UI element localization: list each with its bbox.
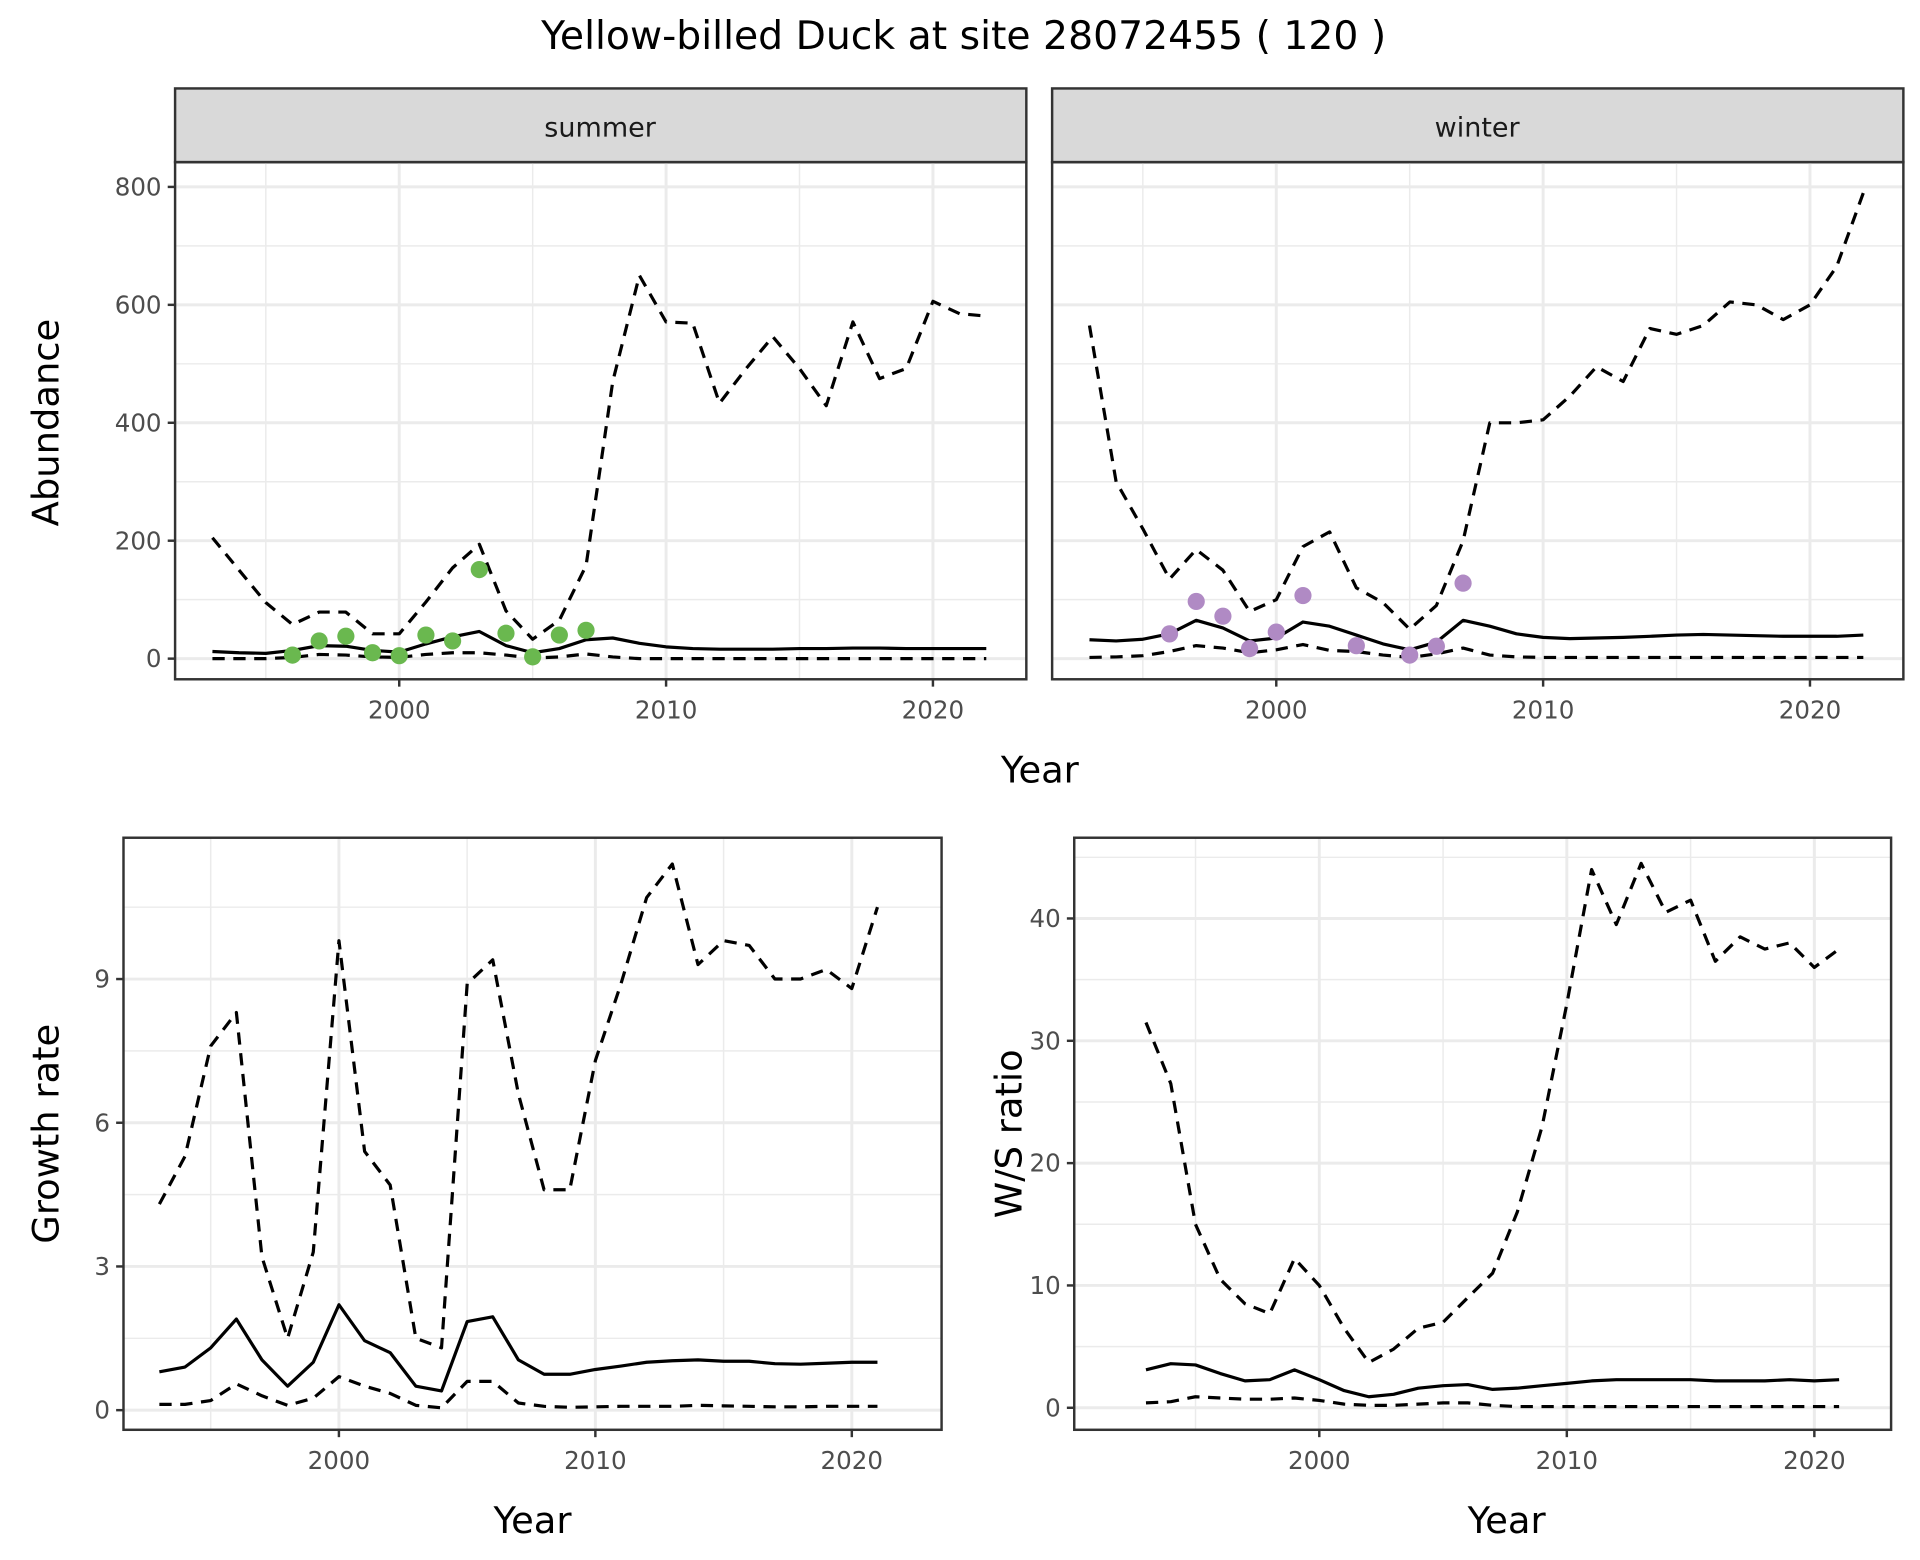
data-point bbox=[337, 627, 355, 645]
panel-growth: 2000 2010 2020 0 3 6 9 bbox=[94, 836, 943, 1475]
panel-border bbox=[173, 160, 1028, 681]
y-tick-label: 20 bbox=[1029, 1149, 1060, 1178]
x-tick-label: 2020 bbox=[902, 696, 964, 725]
x-tick-label: 2010 bbox=[564, 1446, 626, 1475]
data-point bbox=[417, 626, 435, 644]
data-point bbox=[1401, 646, 1419, 664]
panel-border bbox=[122, 836, 943, 1432]
chart-title: Yellow-billed Duck at site 28072455 ( 12… bbox=[540, 14, 1386, 59]
panel-border bbox=[1050, 160, 1905, 681]
growth-x-axis-label: Year bbox=[493, 1499, 573, 1542]
y-tick-label: 800 bbox=[115, 173, 162, 202]
y-tick-label: 9 bbox=[94, 965, 110, 994]
data-point bbox=[550, 626, 568, 644]
data-point bbox=[1240, 640, 1259, 658]
x-tick-label: 2010 bbox=[1536, 1446, 1598, 1475]
series-line-upper-bound bbox=[211, 273, 987, 641]
series-line-estimate bbox=[1145, 1362, 1840, 1399]
data-point bbox=[283, 646, 302, 664]
panel-winter: 2000 2010 2020 bbox=[1050, 87, 1905, 725]
series-line-estimate bbox=[159, 1303, 878, 1393]
series-line-upper-bound bbox=[157, 862, 879, 1350]
series-line-estimate bbox=[212, 629, 987, 655]
series-line-lower-bound bbox=[1145, 1395, 1840, 1409]
abundance-y-axis-label: Abundance bbox=[24, 319, 67, 527]
series-line-lower-bound bbox=[159, 1375, 878, 1410]
data-point bbox=[497, 624, 515, 642]
y-tick-label: 200 bbox=[115, 526, 162, 555]
data-point bbox=[444, 632, 462, 650]
y-tick-label: 600 bbox=[115, 290, 162, 319]
x-tick-label: 2010 bbox=[1512, 696, 1574, 725]
data-point bbox=[1267, 623, 1285, 641]
series-line-lower-bound bbox=[1089, 642, 1864, 660]
y-tick-label: 400 bbox=[115, 408, 162, 437]
x-tick-label: 2000 bbox=[308, 1446, 370, 1475]
data-point bbox=[1454, 574, 1472, 592]
facet-strip bbox=[1050, 87, 1905, 164]
x-tick-label: 2000 bbox=[368, 696, 430, 725]
facet-strip bbox=[173, 87, 1028, 164]
y-tick-label: 0 bbox=[1045, 1393, 1061, 1422]
x-tick-label: 2010 bbox=[635, 696, 697, 725]
data-point bbox=[1160, 625, 1179, 643]
panel-summer: 2000 2010 2020 0 200 400 600 800 bbox=[115, 87, 1028, 725]
growth-y-axis-label: Growth rate bbox=[24, 1024, 67, 1244]
data-point bbox=[470, 561, 488, 579]
y-tick-label: 3 bbox=[94, 1252, 110, 1281]
ws-x-axis-label: Year bbox=[1467, 1499, 1547, 1542]
data-point bbox=[1187, 592, 1205, 611]
series-line-upper-bound bbox=[1087, 192, 1865, 631]
series-line-lower-bound bbox=[212, 651, 987, 661]
x-tick-label: 2000 bbox=[1288, 1446, 1350, 1475]
data-point bbox=[524, 648, 542, 666]
data-point bbox=[1427, 637, 1445, 655]
y-tick-label: 0 bbox=[94, 1396, 110, 1425]
data-point bbox=[310, 632, 328, 650]
data-point bbox=[390, 647, 408, 665]
ws-y-axis-label: W/S ratio bbox=[987, 1049, 1030, 1218]
y-tick-label: 10 bbox=[1029, 1271, 1060, 1300]
data-point bbox=[1294, 586, 1312, 605]
data-point bbox=[1214, 607, 1232, 625]
x-tick-label: 2000 bbox=[1245, 696, 1307, 725]
strip-label-summer: summer bbox=[544, 112, 656, 143]
y-tick-label: 30 bbox=[1029, 1026, 1060, 1055]
panel-border bbox=[1073, 836, 1893, 1432]
panel-ws: 2000 2010 2020 0 10 20 30 40 bbox=[1029, 836, 1893, 1475]
series-line-upper-bound bbox=[1144, 861, 1841, 1365]
y-tick-label: 6 bbox=[94, 1108, 110, 1137]
x-tick-label: 2020 bbox=[821, 1446, 883, 1475]
data-point bbox=[577, 621, 595, 639]
x-tick-label: 2020 bbox=[1779, 696, 1841, 725]
data-point bbox=[1347, 637, 1365, 655]
strip-label-winter: winter bbox=[1435, 112, 1521, 143]
data-point bbox=[363, 644, 382, 662]
y-tick-label: 0 bbox=[146, 644, 162, 673]
top-x-axis-label: Year bbox=[1000, 748, 1080, 791]
series-line-estimate bbox=[1089, 618, 1864, 652]
x-tick-label: 2020 bbox=[1783, 1446, 1845, 1475]
y-tick-label: 40 bbox=[1029, 904, 1060, 933]
